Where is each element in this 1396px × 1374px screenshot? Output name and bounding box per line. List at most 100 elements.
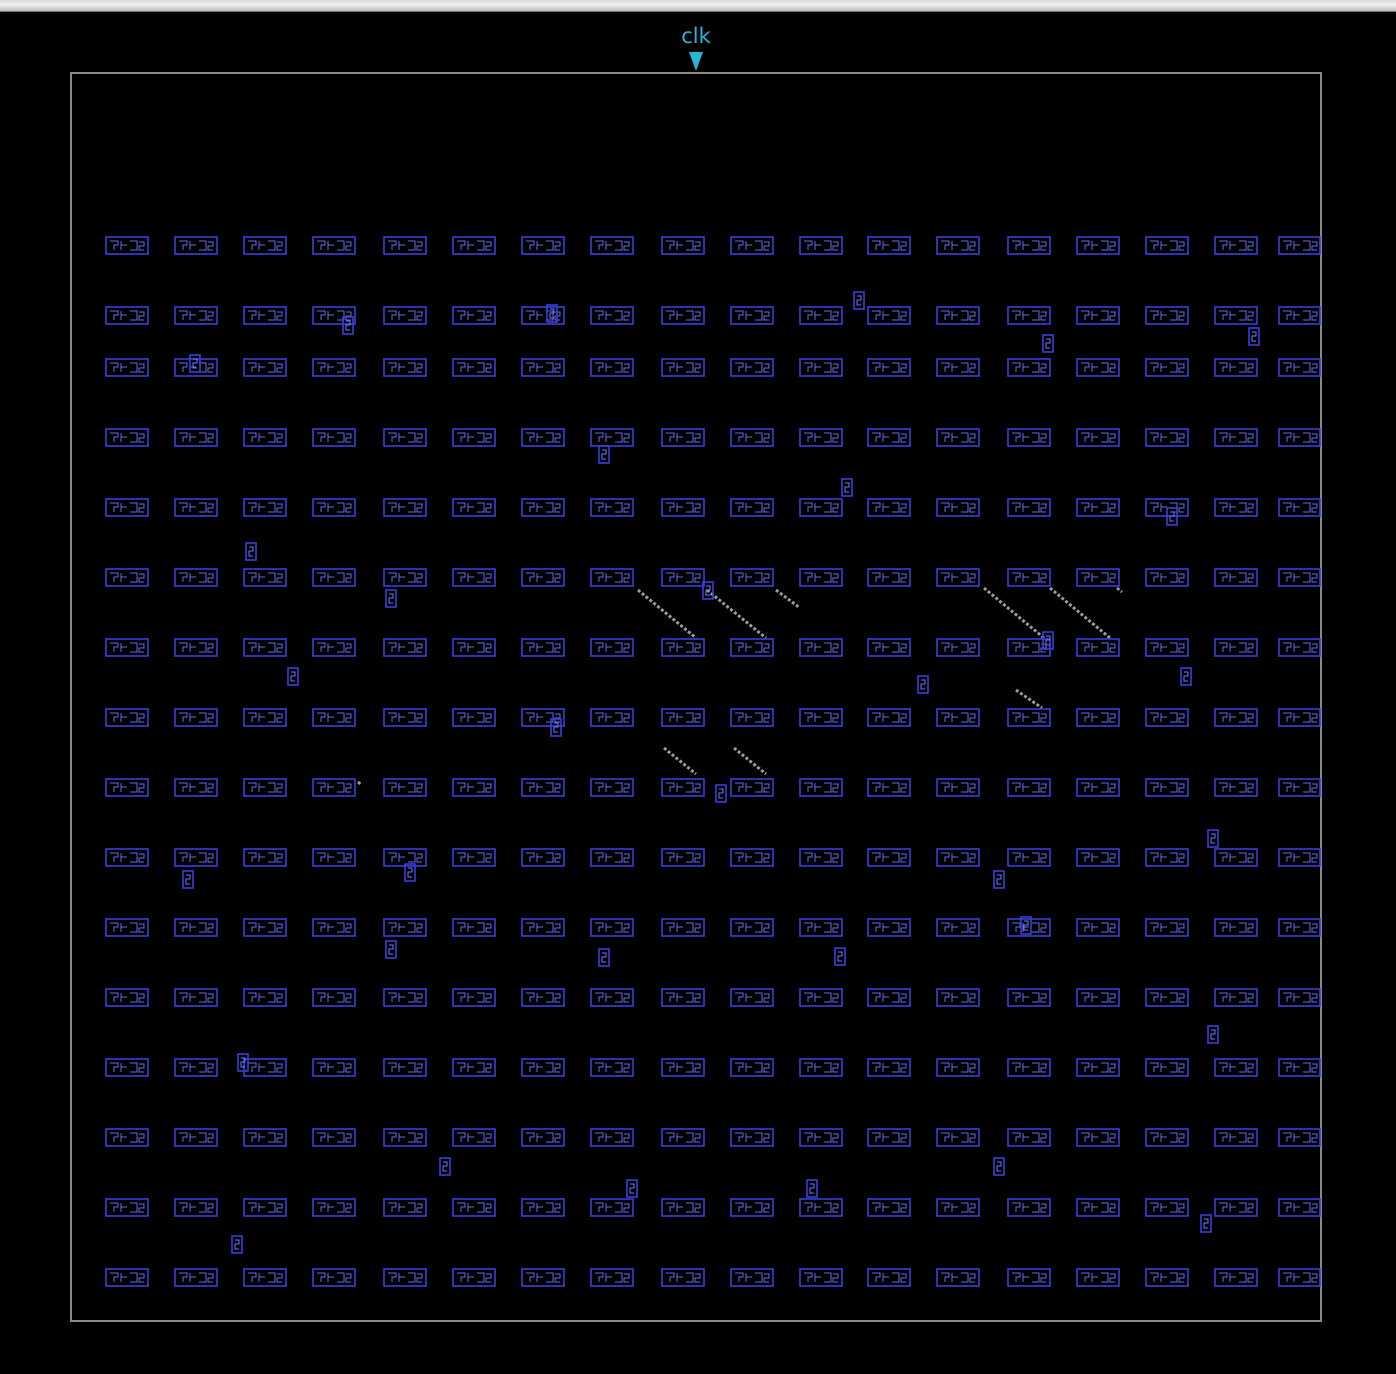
std-cell bbox=[1278, 1198, 1321, 1217]
std-cell bbox=[1076, 638, 1120, 657]
std-cell bbox=[243, 638, 287, 657]
std-cell bbox=[105, 708, 149, 727]
window-title-bar bbox=[0, 0, 1396, 12]
std-cell bbox=[521, 778, 565, 797]
filler-cells bbox=[182, 291, 1260, 1254]
std-cell bbox=[1076, 358, 1120, 377]
std-cell bbox=[590, 428, 634, 447]
net-wire bbox=[663, 746, 697, 776]
std-cell bbox=[174, 1198, 218, 1217]
buffer-cell bbox=[993, 1157, 1005, 1176]
std-cell bbox=[1076, 306, 1120, 325]
net-wire bbox=[983, 586, 1045, 640]
std-cell bbox=[1145, 306, 1189, 325]
std-cell bbox=[730, 498, 774, 517]
std-cell bbox=[936, 848, 980, 867]
buffer-cell bbox=[1180, 667, 1192, 686]
std-cell bbox=[1007, 236, 1051, 255]
std-cell bbox=[799, 1198, 843, 1217]
std-cell bbox=[174, 1268, 218, 1287]
std-cell bbox=[799, 988, 843, 1007]
std-cell bbox=[521, 568, 565, 587]
std-cell bbox=[1278, 568, 1321, 587]
std-cell bbox=[174, 848, 218, 867]
std-cell bbox=[799, 1268, 843, 1287]
std-cell bbox=[1278, 428, 1321, 447]
std-cell bbox=[1214, 918, 1258, 937]
std-cell bbox=[590, 778, 634, 797]
std-cell bbox=[383, 1058, 427, 1077]
std-cell bbox=[105, 568, 149, 587]
std-cell bbox=[243, 358, 287, 377]
std-cell bbox=[312, 306, 356, 325]
std-cell bbox=[730, 708, 774, 727]
std-cell bbox=[521, 1268, 565, 1287]
buffer-cell bbox=[598, 948, 610, 967]
std-cell bbox=[174, 428, 218, 447]
std-cell bbox=[1145, 918, 1189, 937]
std-cell bbox=[1076, 778, 1120, 797]
std-cell bbox=[730, 988, 774, 1007]
std-cell bbox=[1076, 708, 1120, 727]
std-cell bbox=[243, 708, 287, 727]
std-cell bbox=[661, 708, 705, 727]
std-cell bbox=[936, 1268, 980, 1287]
std-cell bbox=[174, 708, 218, 727]
std-cell bbox=[590, 708, 634, 727]
std-cell bbox=[105, 428, 149, 447]
std-cell bbox=[1145, 1058, 1189, 1077]
std-cell bbox=[1145, 988, 1189, 1007]
std-cell bbox=[867, 306, 911, 325]
std-cell bbox=[1214, 708, 1258, 727]
std-cell bbox=[661, 236, 705, 255]
std-cell bbox=[521, 638, 565, 657]
std-cell bbox=[867, 708, 911, 727]
std-cell bbox=[521, 498, 565, 517]
clk-pin[interactable]: clk bbox=[681, 24, 712, 71]
std-cell bbox=[1076, 918, 1120, 937]
std-cell bbox=[1278, 358, 1321, 377]
buffer-cell bbox=[993, 870, 1005, 889]
std-cell bbox=[452, 778, 496, 797]
std-cell bbox=[1076, 848, 1120, 867]
std-cell bbox=[936, 988, 980, 1007]
std-cell bbox=[312, 236, 356, 255]
buffer-cell bbox=[404, 863, 416, 882]
std-cell bbox=[590, 918, 634, 937]
std-cell bbox=[105, 498, 149, 517]
std-cell bbox=[1278, 708, 1321, 727]
std-cell bbox=[521, 918, 565, 937]
std-cell bbox=[867, 848, 911, 867]
std-cell bbox=[867, 778, 911, 797]
std-cell bbox=[799, 708, 843, 727]
std-cell bbox=[243, 498, 287, 517]
std-cell bbox=[521, 1198, 565, 1217]
std-cell bbox=[243, 568, 287, 587]
std-cell bbox=[730, 306, 774, 325]
std-cell bbox=[799, 848, 843, 867]
std-cell bbox=[383, 778, 427, 797]
std-cell bbox=[174, 306, 218, 325]
std-cell bbox=[452, 708, 496, 727]
std-cell bbox=[1214, 306, 1258, 325]
buffer-cell bbox=[342, 316, 354, 335]
std-cell bbox=[590, 848, 634, 867]
std-cell bbox=[1145, 1268, 1189, 1287]
std-cell bbox=[936, 498, 980, 517]
net-wire bbox=[357, 780, 363, 787]
std-cell bbox=[312, 358, 356, 377]
std-cell bbox=[1007, 1128, 1051, 1147]
std-cell bbox=[243, 848, 287, 867]
std-cell bbox=[661, 1128, 705, 1147]
std-cell bbox=[590, 236, 634, 255]
clk-pin-marker[interactable] bbox=[689, 52, 703, 71]
std-cell bbox=[1007, 638, 1051, 657]
std-cell bbox=[661, 638, 705, 657]
std-cell bbox=[936, 358, 980, 377]
std-cell bbox=[383, 988, 427, 1007]
std-cell bbox=[1145, 568, 1189, 587]
buffer-cell bbox=[550, 718, 562, 737]
buffer-cell bbox=[715, 784, 727, 803]
std-cell bbox=[799, 306, 843, 325]
layout-canvas[interactable]: clk bbox=[0, 12, 1396, 1374]
